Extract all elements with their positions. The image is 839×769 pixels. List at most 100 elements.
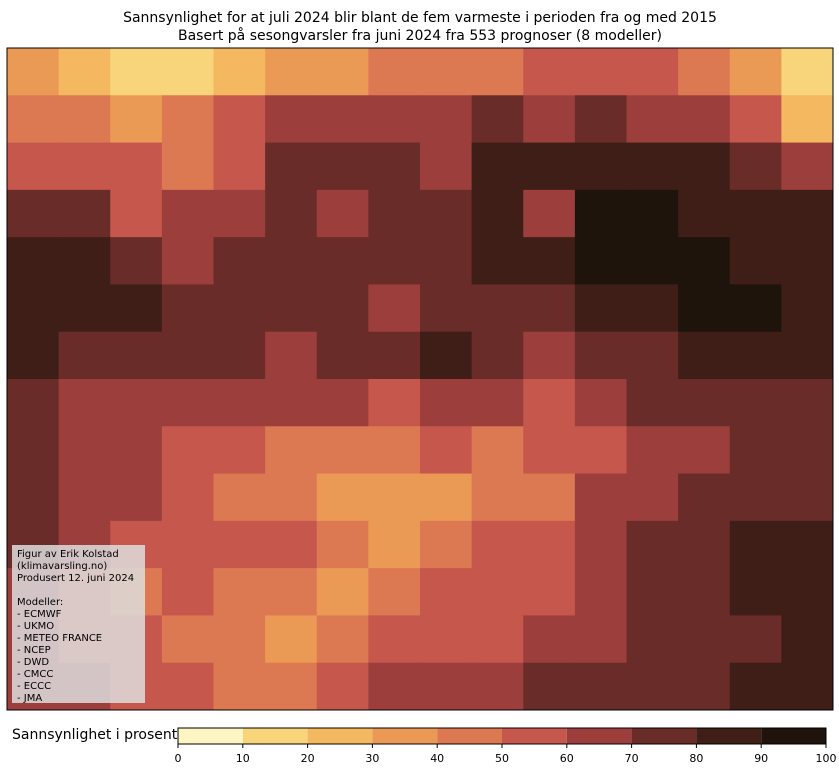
grid-cell: [471, 237, 524, 285]
colorbar-segment: [696, 728, 762, 744]
grid-cell: [161, 331, 214, 380]
grid-cell: [7, 331, 60, 380]
grid-cell: [420, 379, 473, 427]
grid-cell: [7, 426, 60, 475]
grid-cell: [678, 426, 731, 475]
grid-cell: [471, 379, 524, 427]
grid-cell: [523, 284, 576, 333]
grid-cell: [265, 426, 318, 475]
grid-cell: [368, 237, 421, 285]
grid-cell: [58, 237, 111, 285]
grid-cell: [265, 237, 318, 285]
grid-cell: [316, 331, 369, 380]
grid-cell: [368, 48, 421, 96]
colorbar-segment: [631, 728, 697, 744]
grid-cell: [471, 662, 524, 711]
grid-cell: [781, 331, 834, 380]
grid-cell: [316, 615, 369, 664]
grid-cell: [213, 426, 266, 475]
colorbar-tick-label: 10: [236, 752, 250, 765]
grid-cell: [678, 237, 731, 285]
grid-cell: [265, 142, 318, 191]
grid-cell: [574, 568, 627, 616]
grid-cell: [7, 189, 60, 238]
grid-cell: [574, 520, 627, 569]
grid-cell: [781, 473, 834, 522]
grid-cell: [368, 95, 421, 144]
colorbar-segment: [761, 728, 826, 744]
grid-cell: [368, 284, 421, 333]
grid-cell: [523, 48, 576, 96]
grid-cell: [626, 662, 679, 711]
grid-cell: [420, 568, 473, 616]
grid-cell: [7, 473, 60, 522]
grid-cell: [161, 568, 214, 616]
grid-cell: [316, 189, 369, 238]
grid-cell: [523, 142, 576, 191]
grid-cell: [420, 48, 473, 96]
grid-cell: [781, 95, 834, 144]
grid-cell: [574, 473, 627, 522]
grid-cell: [678, 142, 731, 191]
grid-cell: [729, 284, 782, 333]
grid-cell: [316, 48, 369, 96]
grid-cell: [678, 48, 731, 96]
grid-cell: [574, 379, 627, 427]
grid-cell: [471, 473, 524, 522]
models-heading: Modeller:: [17, 597, 63, 608]
grid-cell: [161, 95, 214, 144]
colorbar-tick-label: 60: [560, 752, 574, 765]
grid-cell: [574, 189, 627, 238]
grid-cell: [265, 379, 318, 427]
colorbar-tick-label: 0: [175, 752, 182, 765]
grid-cell: [213, 662, 266, 711]
grid-cell: [729, 568, 782, 616]
grid-cell: [574, 95, 627, 144]
grid-cell: [471, 189, 524, 238]
grid-cell: [781, 615, 834, 664]
map: [7, 48, 834, 711]
grid-cell: [626, 568, 679, 616]
grid-cell: [316, 426, 369, 475]
grid-cell: [678, 284, 731, 333]
grid-cell: [58, 48, 111, 96]
grid-cell: [316, 95, 369, 144]
grid-cell: [781, 237, 834, 285]
grid-cell: [368, 473, 421, 522]
grid-cell: [161, 189, 214, 238]
grid-cell: [678, 520, 731, 569]
grid-cell: [316, 284, 369, 333]
model-name: - NCEP: [17, 645, 51, 656]
grid-cell: [471, 520, 524, 569]
info-text: Figur av Erik Kolstad(klimavarsling.no)P…: [17, 549, 134, 704]
grid-cell: [316, 142, 369, 191]
colorbar-tick-label: 70: [625, 752, 639, 765]
colorbar-tick-label: 90: [754, 752, 768, 765]
grid-cell: [368, 142, 421, 191]
grid-cell: [471, 568, 524, 616]
grid-cell: [316, 379, 369, 427]
grid-cell: [729, 662, 782, 711]
grid-cell: [729, 142, 782, 191]
grid-cell: [678, 568, 731, 616]
grid-cell: [7, 379, 60, 427]
grid-cell: [368, 615, 421, 664]
grid-cell: [265, 331, 318, 380]
grid-cell: [574, 284, 627, 333]
info-box: [12, 545, 145, 703]
grid-cell: [213, 568, 266, 616]
grid-cell: [265, 520, 318, 569]
grid-cell: [471, 426, 524, 475]
grid-cell: [7, 284, 60, 333]
grid-cell: [626, 426, 679, 475]
grid-cell: [523, 331, 576, 380]
grid-cell: [265, 284, 318, 333]
grid-cell: [265, 615, 318, 664]
colorbar-tick-label: 30: [365, 752, 379, 765]
grid-cell: [110, 379, 163, 427]
grid-cell: [523, 520, 576, 569]
grid-cell: [678, 473, 731, 522]
grid-cell: [110, 284, 163, 333]
grid-cell: [678, 615, 731, 664]
grid-cell: [420, 615, 473, 664]
